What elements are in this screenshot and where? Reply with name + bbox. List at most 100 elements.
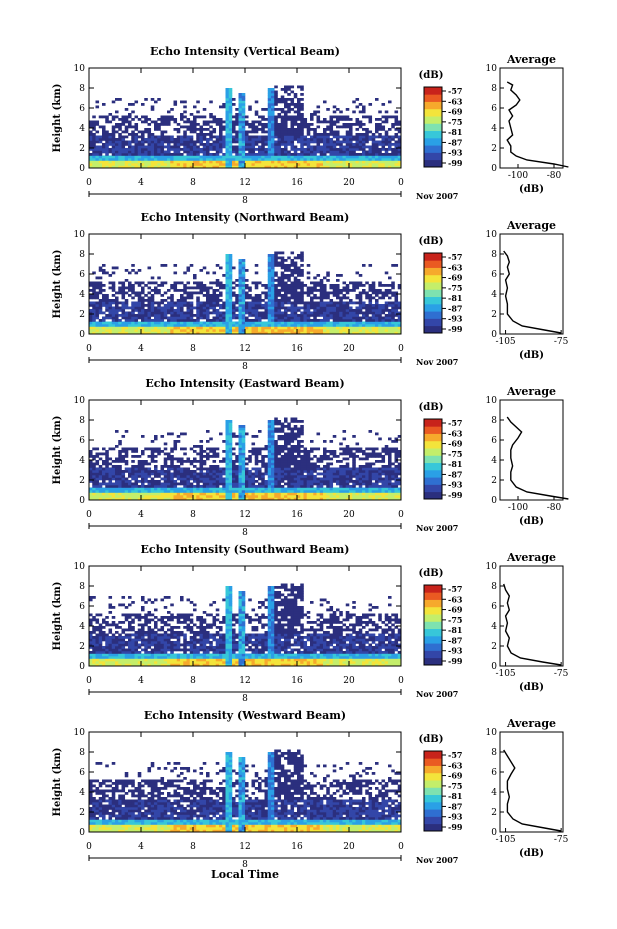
heatmap-cell: [131, 477, 135, 481]
heatmap-cell: [345, 153, 350, 156]
heatmap-cell: [284, 88, 288, 91]
heatmap-cell: [128, 324, 132, 327]
heatmap-cell: [241, 279, 246, 282]
heatmap-cell: [144, 115, 148, 119]
heatmap-cell: [277, 482, 282, 486]
heatmap-cell: [391, 284, 395, 287]
heatmap-cell: [212, 482, 217, 486]
heatmap-cell: [206, 153, 210, 156]
heatmap-cell: [267, 467, 272, 471]
heatmap-cell: [303, 301, 308, 305]
heatmap-cell: [225, 299, 230, 302]
heatmap-cell: [267, 145, 272, 149]
heatmap-cell: [297, 309, 301, 312]
heatmap-cell: [134, 447, 139, 451]
heatmap-cell: [241, 442, 246, 446]
heatmap-cell: [157, 485, 161, 488]
heatmap-cell: [193, 306, 197, 310]
heatmap-cell: [241, 495, 246, 498]
heatmap-cell: [157, 138, 161, 141]
heatmap-cell: [176, 299, 181, 302]
heatmap-cell: [92, 490, 96, 493]
heatmap-cell: [144, 153, 148, 156]
heatmap-cell: [163, 120, 168, 124]
heatmap-cell: [332, 306, 337, 310]
heatmap-cell: [232, 477, 236, 481]
heatmap-cell: [394, 155, 399, 159]
heatmap-cell: [212, 165, 217, 169]
heatmap-cell: [154, 286, 158, 290]
heatmap-cell: [362, 163, 366, 166]
heatmap-cell: [388, 289, 392, 292]
heatmap-cell: [173, 103, 178, 106]
heatmap-cell: [111, 140, 116, 144]
heatmap-cell: [186, 135, 191, 139]
heatmap-cell: [111, 485, 116, 488]
heatmap-cell: [271, 155, 275, 159]
heatmap-cell: [258, 475, 262, 478]
heatmap-cell: [108, 148, 113, 151]
heatmap-cell: [300, 299, 304, 302]
heatmap-cell: [381, 331, 386, 335]
heatmap-cell: [124, 165, 129, 169]
heatmap-cell: [160, 123, 165, 126]
heatmap-cell: [316, 120, 321, 124]
heatmap-cell: [222, 460, 226, 463]
heatmap-cell: [271, 329, 275, 332]
heatmap-cell: [297, 254, 301, 257]
heatmap-cell: [108, 311, 113, 315]
heatmap-cell: [92, 138, 96, 141]
heatmap-cell: [384, 138, 389, 141]
heatmap-cell: [199, 138, 204, 141]
heatmap-cell: [368, 301, 373, 305]
heatmap-cell: [150, 153, 155, 156]
heatmap-cell: [277, 450, 282, 453]
heatmap-cell: [95, 467, 100, 471]
heatmap-cell: [180, 160, 184, 164]
heatmap-cell: [170, 319, 174, 322]
heatmap-cell: [170, 324, 174, 327]
heatmap-cell: [241, 447, 246, 451]
heatmap-cell: [274, 324, 278, 327]
heatmap-cell: [319, 133, 324, 136]
heatmap-cell: [235, 155, 239, 159]
heatmap-cell: [287, 88, 291, 91]
heatmap-cell: [232, 472, 236, 476]
heatmap-cell: [323, 135, 327, 139]
heatmap-cell: [375, 158, 379, 161]
heatmap-cell: [180, 143, 184, 146]
heatmap-cell: [209, 135, 213, 139]
heatmap-cell: [202, 153, 207, 156]
heatmap-cell: [137, 160, 142, 164]
heatmap-cell: [381, 294, 386, 297]
heatmap-cell: [111, 153, 116, 156]
heatmap-cell: [261, 316, 265, 320]
heatmap-cell: [342, 331, 347, 335]
heatmap-cell: [336, 304, 340, 307]
heatmap-cell: [95, 301, 100, 305]
heatmap-cell: [245, 306, 249, 310]
heatmap-cell: [89, 470, 93, 473]
heatmap-cell: [121, 455, 126, 458]
heatmap-cell: [235, 442, 239, 446]
heatmap-cell: [134, 331, 139, 335]
heatmap-cell: [251, 299, 256, 302]
heatmap-cell: [306, 304, 311, 307]
heatmap-cell: [186, 158, 191, 161]
heatmap-cell: [102, 326, 106, 330]
heatmap-cell: [287, 329, 291, 332]
heatmap-cell: [163, 130, 168, 134]
heatmap-cell: [261, 304, 265, 307]
heatmap-cell: [238, 165, 243, 169]
heatmap-cell: [137, 143, 142, 146]
heatmap-cell: [225, 113, 230, 116]
heatmap-cell: [144, 148, 148, 151]
heatmap-cell: [105, 135, 109, 139]
heatmap-cell: [215, 296, 220, 300]
heatmap-cell: [193, 150, 197, 154]
heatmap-cell: [258, 165, 262, 169]
heatmap-cell: [124, 155, 129, 159]
heatmap-cell: [277, 130, 282, 134]
heatmap-cell: [264, 470, 269, 473]
heatmap-cell: [141, 291, 145, 295]
